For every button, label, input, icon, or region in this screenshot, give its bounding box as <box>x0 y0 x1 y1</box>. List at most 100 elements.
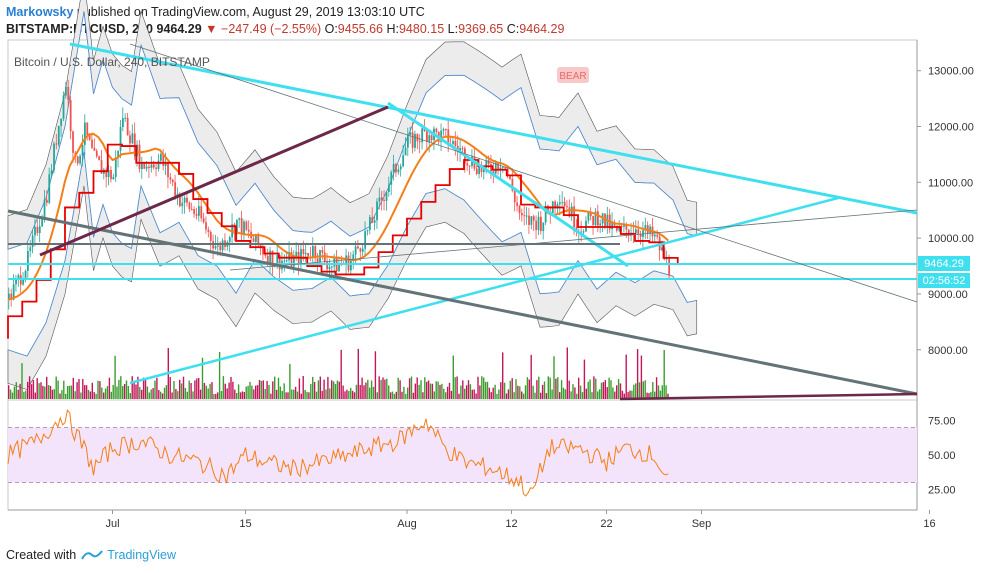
volume-bar <box>135 384 137 399</box>
created-with: Created with <box>6 548 77 562</box>
volume-bar <box>509 380 511 399</box>
volume-bar <box>547 376 549 399</box>
volume-bar <box>281 390 283 399</box>
volume-bar <box>407 387 409 399</box>
candle-body <box>209 231 212 241</box>
volume-bar <box>448 382 451 399</box>
close-value: 9464.29 <box>519 22 565 36</box>
volume-bar <box>471 389 473 399</box>
volume-bar <box>370 380 373 399</box>
volume-bar <box>108 377 111 399</box>
candle-body <box>573 206 576 228</box>
time-axis[interactable]: Jul15Aug1222Sep16Oct <box>105 510 987 530</box>
volume-bar <box>460 385 462 399</box>
candle-body <box>352 254 355 261</box>
candle-body <box>661 247 663 251</box>
thin-gray-line-1[interactable] <box>129 43 918 303</box>
volume-bar <box>317 380 320 399</box>
volume-bar <box>623 393 625 399</box>
ohlc-bar: BITSTAMP:BTCUSD, 240 9464.29 ▼ −247.49 (… <box>6 22 565 36</box>
purple-trendline[interactable] <box>39 105 389 257</box>
candle-body <box>627 229 630 236</box>
volume-bar <box>310 383 312 399</box>
kijun-step-line <box>7 143 679 339</box>
volume-bar <box>287 392 289 399</box>
volume-bar <box>353 392 356 399</box>
volume-bar <box>213 393 215 399</box>
volume-bar <box>441 383 443 399</box>
descending-cyan-trendline[interactable] <box>69 42 918 215</box>
volume-bar <box>199 389 202 399</box>
candle-body <box>644 225 647 231</box>
time-tick-label: 15 <box>239 518 251 530</box>
volume-bar <box>283 383 285 399</box>
author-link[interactable]: Markowsky <box>6 5 74 19</box>
ascending-cyan-trendline[interactable] <box>129 196 839 385</box>
candle-body <box>554 201 557 208</box>
candle-body <box>326 261 329 270</box>
volume-bar <box>581 392 584 399</box>
candle-body <box>442 129 445 131</box>
volume-bar <box>540 392 542 399</box>
purple-bottom-line[interactable] <box>619 392 918 401</box>
candle-body <box>537 216 540 231</box>
candle-body <box>133 133 136 157</box>
volume-bar <box>264 388 266 399</box>
volume-bar <box>654 391 656 399</box>
volume-bar <box>386 378 388 399</box>
candle-body <box>540 216 542 232</box>
volume-bar <box>163 387 166 399</box>
trendlines[interactable] <box>7 42 918 401</box>
candle-body <box>29 247 32 251</box>
thin-gray-line-2[interactable] <box>229 209 918 271</box>
candle-body <box>521 213 523 216</box>
volume-bar <box>492 387 494 399</box>
candle-body <box>475 168 478 174</box>
volume-bar <box>631 390 633 399</box>
volume-bar <box>95 393 97 399</box>
candle-body <box>110 169 112 180</box>
candle-body <box>388 184 390 193</box>
rsi-line <box>7 409 669 497</box>
candle-body <box>264 254 267 256</box>
footer: Created with TradingView <box>6 548 176 562</box>
candle-body <box>399 166 402 170</box>
volume-bar <box>331 380 333 399</box>
candle-body <box>611 222 614 230</box>
volume-bar <box>228 382 230 399</box>
volume-bar <box>469 384 472 399</box>
volume-bar <box>232 381 234 399</box>
volume-bar <box>585 388 587 399</box>
tradingview-brand[interactable]: TradingView <box>107 548 176 562</box>
volume-bar <box>9 389 12 399</box>
volume-bar <box>40 382 42 399</box>
volume-bar <box>118 379 120 399</box>
volume-bar <box>534 392 536 399</box>
volume-bar <box>572 384 574 399</box>
price-tick-label: 10000.00 <box>928 233 974 245</box>
countdown-tag: 02:56:52 <box>918 273 970 288</box>
volume-bar <box>606 387 608 399</box>
volume-bar <box>543 381 546 399</box>
volume-bar <box>129 393 131 399</box>
price-axis[interactable]: 8000.00 9000.00 10000.00 11000.00 12000.00 13… <box>917 66 974 357</box>
candle-body <box>454 140 457 147</box>
chart-legend: Bitcoin / U.S. Dollar, 240, BITSTAMP <box>14 55 210 69</box>
candle-body <box>160 154 162 161</box>
descending-gray-trendline[interactable] <box>7 209 918 396</box>
volume-bar <box>346 389 348 399</box>
volume-bar <box>11 392 14 399</box>
candle-body <box>10 293 13 300</box>
candle-body <box>568 207 571 217</box>
volume-bar <box>78 379 80 399</box>
volume-bar <box>144 379 147 399</box>
candle-body <box>278 255 281 270</box>
candle-body <box>257 234 260 246</box>
candle-body <box>570 206 573 217</box>
candle-body <box>618 226 621 231</box>
volume-bar <box>416 377 418 399</box>
candle-body <box>364 231 367 249</box>
candle-body <box>233 224 236 235</box>
candle-body <box>468 165 471 167</box>
